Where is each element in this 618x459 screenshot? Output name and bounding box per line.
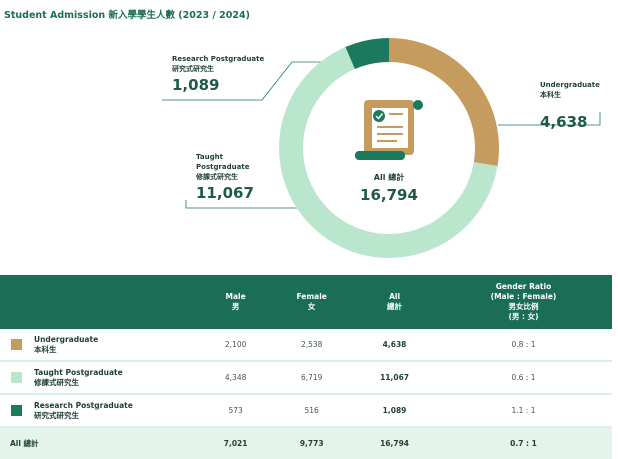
cell: 1,089 xyxy=(354,394,435,428)
header-line: Female xyxy=(296,292,327,301)
total-cell: 7,021 xyxy=(202,427,270,459)
column-header: Female 女 xyxy=(269,275,355,329)
segment-value: 1,089 xyxy=(172,76,220,94)
cell: 573 xyxy=(202,394,270,428)
label-line: Research Postgraduate xyxy=(34,400,133,410)
cell: 6,719 xyxy=(269,361,355,395)
total-cell: All 總計 xyxy=(0,427,202,459)
segment-value: 4,638 xyxy=(540,113,588,131)
label-line: 研究式研究生 xyxy=(34,410,79,420)
segment-name: Taught Postgraduate xyxy=(196,153,250,171)
label-text: Taught Postgraduate 修課式研究生 xyxy=(34,368,123,388)
column-header: All 總計 xyxy=(354,275,435,329)
table-row: Research Postgraduate 研究式研究生 573 516 1,089 1.… xyxy=(0,394,612,428)
header-line: 總計 xyxy=(387,302,403,311)
cell: 11,067 xyxy=(354,361,435,395)
header-blank xyxy=(0,275,202,329)
label-text: Research Postgraduate 研究式研究生 xyxy=(34,401,133,421)
label-line: 本科生 xyxy=(34,344,57,354)
cell: 4,348 xyxy=(202,361,270,395)
swatch xyxy=(11,405,22,416)
header-line: 男女比例 xyxy=(508,302,539,311)
donut-segment xyxy=(345,38,389,70)
segment-name-zh: 本科生 xyxy=(540,91,561,99)
row-label: Undergraduate 本科生 xyxy=(0,329,202,362)
table-row: Taught Postgraduate 修課式研究生 4,348 6,719 11,06… xyxy=(0,361,612,395)
center-icon xyxy=(355,100,423,160)
column-header: Male 男 xyxy=(202,275,270,329)
segment-name: Undergraduate xyxy=(540,81,600,89)
segment-value: 11,067 xyxy=(196,184,254,202)
cell: 516 xyxy=(269,394,355,428)
label-text: Undergraduate 本科生 xyxy=(34,335,98,355)
label-line: 修課式研究生 xyxy=(34,377,79,387)
label-wrap: Undergraduate 本科生 xyxy=(1,335,201,355)
header-line: (男 : 女) xyxy=(508,312,539,321)
swatch xyxy=(11,372,22,383)
total-cell: 9,773 xyxy=(269,427,355,459)
label-wrap: Taught Postgraduate 修課式研究生 xyxy=(1,368,201,388)
label-line: Undergraduate xyxy=(34,334,99,344)
header-line: All xyxy=(389,292,401,301)
cell: 2,100 xyxy=(202,329,270,362)
cell: 2,538 xyxy=(269,329,355,362)
center-label: All 總計 xyxy=(374,172,404,182)
total-cell: 0.7 : 1 xyxy=(435,427,612,459)
segment-name-zh: 研究式研究生 xyxy=(172,65,214,73)
segment-name-zh: 修課式研究生 xyxy=(196,173,238,181)
cell: 0.6 : 1 xyxy=(435,361,612,395)
title: Student Admission 新入學學生人數 (2023 / 2024) xyxy=(4,10,250,21)
total-cell: 16,794 xyxy=(354,427,435,459)
segment-name: Research Postgraduate xyxy=(172,55,265,63)
swatch xyxy=(11,339,22,350)
header-line: Male xyxy=(225,292,246,301)
table-row: Undergraduate 本科生 2,100 2,538 4,638 0.8 : 1 xyxy=(0,329,612,362)
header-line: Gender Ratio xyxy=(495,282,552,291)
cell: 1.1 : 1 xyxy=(435,394,612,428)
chart: All 總計 16,794 xyxy=(162,38,601,258)
row-label: Research Postgraduate 研究式研究生 xyxy=(0,394,202,428)
cell: 4,638 xyxy=(354,329,435,362)
header-line: 男 xyxy=(231,302,240,311)
center-total: 16,794 xyxy=(360,186,418,204)
cell: 0.8 : 1 xyxy=(435,329,612,362)
data-table: Male 男 Female 女 All 總計 Gender Ratio (Male : Fem… xyxy=(0,275,612,459)
column-header: Gender Ratio (Male : Female) 男女比例 (男 : 女) xyxy=(435,275,612,329)
row-label: Taught Postgraduate 修課式研究生 xyxy=(0,361,202,395)
total-row: All 總計 7,021 9,773 16,794 0.7 : 1 xyxy=(0,427,612,459)
header-line: (Male : Female) xyxy=(490,292,557,301)
label-wrap: Research Postgraduate 研究式研究生 xyxy=(1,401,201,421)
label-line: Taught Postgraduate xyxy=(34,367,123,377)
donut-segment xyxy=(389,38,499,167)
header-line: 女 xyxy=(307,302,316,311)
